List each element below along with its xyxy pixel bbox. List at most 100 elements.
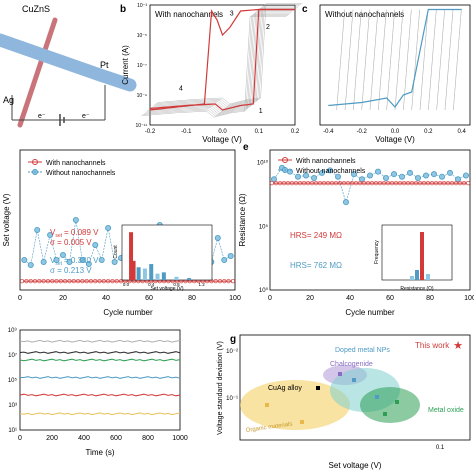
b-ytick: 10⁻¹¹	[135, 123, 147, 129]
b-annotation-2: 2	[266, 24, 270, 31]
region-organic	[240, 380, 350, 430]
panel-d-inset: Count Set voltage (V) 0.0 0.4 0.8 1.2	[113, 224, 213, 292]
e-red-point	[389, 180, 395, 186]
d-red-point	[24, 278, 29, 284]
electron-label-1: e⁻	[38, 113, 46, 120]
d-red-point	[75, 278, 81, 284]
d-blue-point	[92, 241, 99, 248]
c-xtick: 0.2	[424, 129, 433, 135]
e-red-point	[377, 180, 383, 186]
inset-e-bar-small	[415, 270, 419, 280]
d-inset-bar-blue	[187, 278, 192, 280]
label-chalcogenide: Chalcogenide	[330, 361, 373, 368]
e-blue-point	[350, 171, 357, 178]
panel-g-letter: g	[230, 334, 236, 345]
panel-g-xtick-1: 0.1	[436, 445, 445, 451]
e-red-point	[357, 180, 363, 186]
f-ytick: 10¹	[8, 428, 17, 434]
e-red-point	[401, 180, 407, 186]
b-gray-trace	[141, 16, 287, 118]
b-red-trace-1	[149, 8, 295, 111]
panel-c-letter: c	[302, 4, 308, 15]
f-ytick: 10⁵	[8, 377, 18, 384]
b-xtick: -0.2	[145, 129, 156, 135]
inset-e-bar-small-3	[410, 276, 414, 280]
e-red-point	[289, 180, 295, 186]
d-red-point	[50, 278, 55, 284]
marker-chalc-1	[338, 372, 342, 376]
d-blue-point	[214, 234, 221, 241]
stat-sigma-red: σ = 0.005 V	[50, 238, 92, 247]
d-red-point	[58, 278, 63, 284]
panel-g-ytick-2: 10⁻¹	[226, 396, 238, 402]
e-blue-point	[398, 173, 405, 180]
f-trace	[19, 339, 181, 343]
e-blue-point	[454, 176, 461, 183]
b-gray-trace	[145, 12, 291, 114]
d-blue-point	[66, 258, 73, 265]
f-trace	[19, 412, 181, 416]
inset-d-ylabel: Count	[113, 245, 119, 259]
b-xtick: 0.1	[255, 129, 264, 135]
panel-e: e Resistance (Ω) Cycle number 0 20 40 60 80 1…	[238, 142, 474, 317]
f-xtick: 1000	[172, 435, 188, 442]
e-legend-label-with: With nanochannels	[296, 158, 356, 165]
marker-doped-2	[375, 395, 379, 399]
hrs-blue-label: HRS= 762 MΩ	[290, 261, 342, 270]
e-red-point	[421, 180, 427, 186]
panel-b-xlabel: Voltage (V)	[202, 135, 242, 144]
d-red-point	[71, 278, 76, 284]
d-inset-bar-blue	[142, 268, 147, 280]
label-this-work: This work	[415, 341, 450, 350]
d-red-point	[226, 278, 231, 284]
b-annotation-1: 1	[259, 108, 263, 115]
d-red-point	[45, 278, 51, 284]
c-gray-trace	[444, 9, 454, 111]
vertical-wire	[17, 17, 58, 128]
d-red-point	[88, 278, 94, 284]
f-ytick: 10³	[8, 403, 17, 409]
panel-d-frame	[19, 149, 236, 291]
d-red-point	[101, 278, 106, 284]
marker-oxide-1	[395, 400, 399, 404]
panel-g-xlabel: Set voltage (V)	[329, 461, 382, 470]
d-blue-point	[21, 256, 28, 263]
d-red-point	[20, 278, 25, 284]
e-red-point	[449, 180, 455, 186]
e-blue-point	[382, 174, 389, 181]
f-trace	[19, 351, 181, 354]
b-xtick: 0.2	[291, 129, 300, 135]
c-gray-trace	[436, 9, 445, 111]
region-metal-oxide	[360, 387, 420, 423]
pt-label: Pt	[100, 60, 109, 70]
d-red-point	[63, 278, 68, 284]
d-inset-xtick: 1.2	[199, 282, 206, 287]
marker-organic-2	[300, 420, 304, 424]
d-blue-point	[227, 252, 234, 259]
c-gray-trace	[336, 9, 345, 111]
d-inset-xtick: 0.8	[173, 282, 180, 287]
e-xtick: 40	[346, 295, 354, 302]
panel-e-xlabel: Cycle number	[345, 308, 395, 317]
e-red-point	[453, 180, 459, 186]
e-red-point	[445, 180, 451, 186]
e-red-point	[417, 180, 423, 186]
panel-b-subtitle: With nanochannels	[155, 10, 223, 19]
b-gray-trace	[154, 5, 300, 107]
b-annotation-3: 3	[230, 11, 234, 18]
legend-label-without: Without nanochannels	[46, 170, 116, 177]
e-blue-point	[374, 168, 381, 175]
label-cuag: CuAg alloy	[268, 385, 302, 392]
inset-e-bar-small-2	[426, 274, 430, 280]
e-red-point	[457, 180, 463, 186]
marker-cuag	[316, 386, 320, 390]
marker-organic-1	[265, 403, 269, 407]
e-red-point	[317, 180, 323, 186]
d-red-point	[28, 278, 33, 284]
d-red-point	[93, 278, 98, 284]
d-red-point	[54, 278, 59, 284]
e-red-point	[273, 180, 279, 186]
c-xtick: -0.4	[323, 129, 334, 135]
f-xtick: 400	[78, 435, 90, 442]
e-xtick: 80	[426, 295, 434, 302]
